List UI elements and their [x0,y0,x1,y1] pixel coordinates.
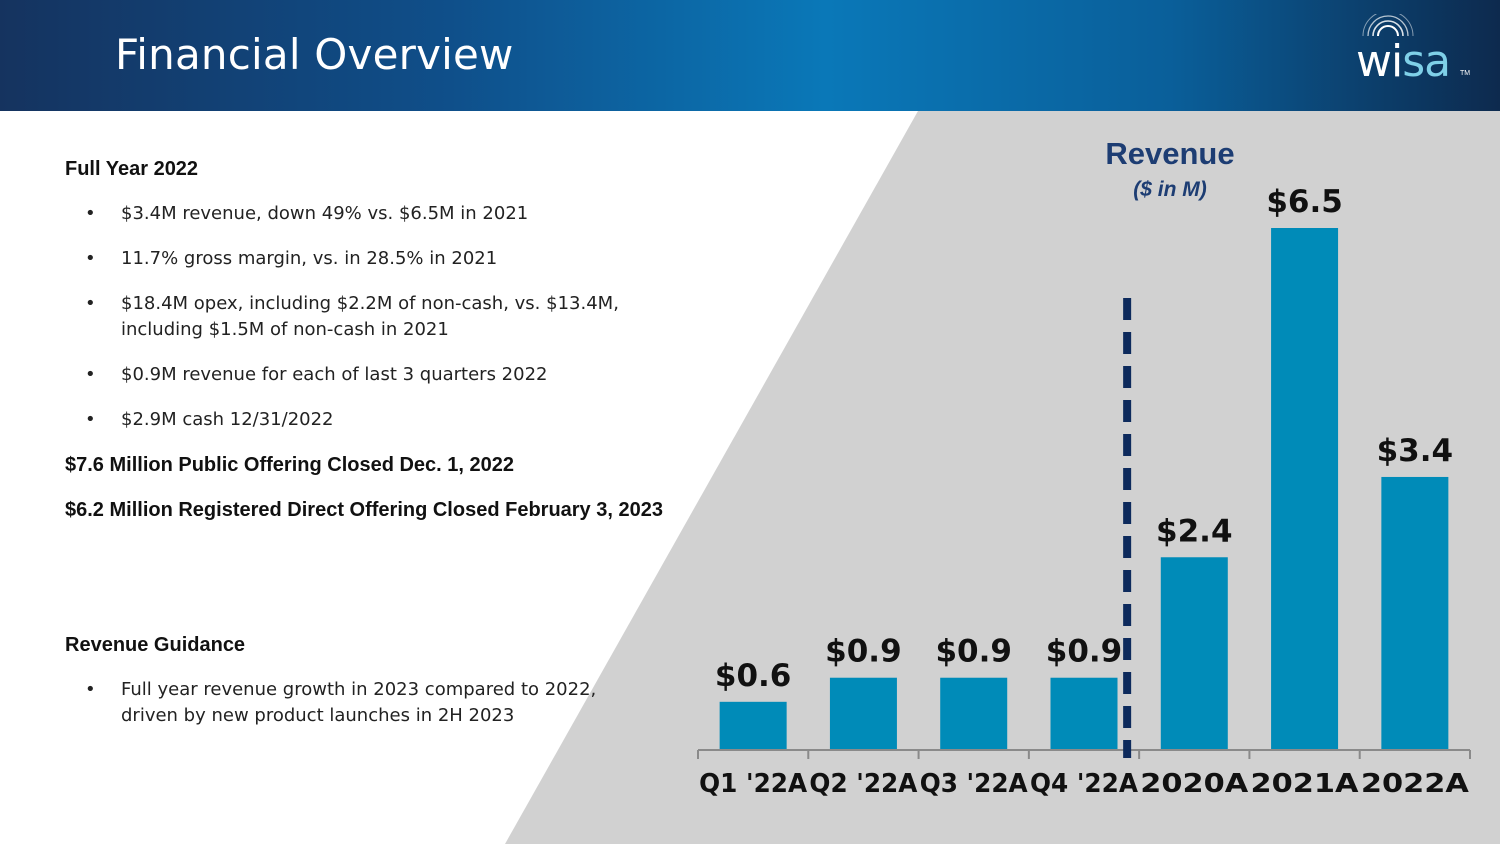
bullet-item: $2.9M cash 12/31/2022 [65,407,665,433]
signal-waves-icon [1362,14,1414,37]
data-label-5: $6.5 [1266,184,1343,220]
x-tick-label-1: Q2 '22A [809,769,917,799]
guidance-heading: Revenue Guidance [65,634,246,656]
data-label-0: $0.6 [715,658,792,694]
x-tick-label-4: 2020A [1140,769,1248,799]
chart-title: Revenue [1105,136,1235,171]
x-tick-label-5: 2021A [1251,769,1359,799]
x-tick-label-2: Q3 '22A [920,769,1028,799]
data-label-4: $2.4 [1156,513,1233,549]
wisa-logo: wisa TM [1352,14,1471,87]
bullet-item: Full year revenue growth in 2023 compare… [65,677,605,729]
bar-5 [1271,228,1339,750]
data-label-6: $3.4 [1377,433,1454,469]
page-title: Financial Overview [115,30,514,79]
bar-2 [940,677,1008,750]
bar-3 [1050,677,1118,750]
chart-subtitle: ($ in M) [1133,178,1207,201]
x-tick-label-6: 2022A [1361,769,1469,799]
guidance-bullet-list: Full year revenue growth in 2023 compare… [65,677,605,748]
bar-0 [719,701,787,750]
bar-1 [829,677,897,750]
logo-wordmark: wisa [1356,36,1451,87]
x-tick-label-3: Q4 '22A [1030,769,1138,799]
bar-6 [1381,476,1449,750]
bullet-item: 11.7% gross margin, vs. in 28.5% in 2021 [65,246,665,272]
bar-4 [1160,557,1228,750]
header-banner: Financial Overview wisa TM [0,0,1500,111]
logo-trademark: TM [1460,70,1471,77]
full-year-heading: Full Year 2022 [65,158,199,180]
data-label-3: $0.9 [1046,634,1123,670]
bullet-item: $3.4M revenue, down 49% vs. $6.5M in 202… [65,201,665,227]
direct-offering-note: $6.2 Million Registered Direct Offering … [65,499,663,521]
public-offering-note: $7.6 Million Public Offering Closed Dec.… [65,454,515,476]
bullet-item: $18.4M opex, including $2.2M of non-cash… [65,291,665,343]
x-tick-label-0: Q1 '22A [699,769,807,799]
data-label-2: $0.9 [935,634,1012,670]
full-year-bullet-list: $3.4M revenue, down 49% vs. $6.5M in 202… [65,201,665,452]
data-label-1: $0.9 [825,634,902,670]
bullet-item: $0.9M revenue for each of last 3 quarter… [65,362,665,388]
